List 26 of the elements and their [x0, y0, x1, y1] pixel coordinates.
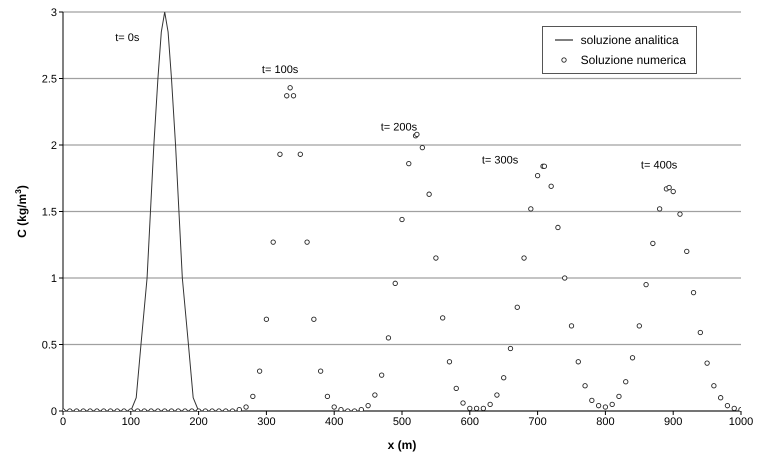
x-tick-label: 700 — [528, 416, 547, 428]
y-tick-label: 1 — [50, 272, 57, 285]
legend-label: Soluzione numerica — [580, 53, 686, 67]
x-tick-label: 600 — [460, 416, 479, 428]
y-tick-label: 2 — [50, 140, 57, 152]
x-tick-label: 0 — [60, 416, 66, 428]
y-tick-label: 0.5 — [42, 339, 57, 352]
y-tick-label: 1.5 — [42, 206, 57, 218]
annotation: t= 300s — [482, 154, 519, 166]
annotation: t= 400s — [640, 160, 678, 172]
x-tick-label: 800 — [596, 416, 615, 428]
y-tick-label: 2.5 — [42, 73, 57, 86]
x-tick-label: 1000 — [728, 416, 754, 428]
x-tick-label: 400 — [325, 416, 344, 428]
y-tick-label: 3 — [50, 6, 57, 19]
y-tick-label: 0 — [50, 406, 57, 418]
annotation: t= 100s — [262, 64, 299, 76]
x-axis-title: x (m) — [388, 438, 416, 452]
x-tick-label: 900 — [664, 416, 682, 428]
x-tick-label: 500 — [392, 416, 412, 428]
annotation: t= 200s — [380, 121, 418, 134]
x-tick-label: 200 — [189, 416, 208, 428]
x-tick-label: 100 — [122, 416, 140, 428]
annotation: t= 0s — [115, 32, 140, 44]
x-tick-label: 300 — [257, 416, 276, 428]
legend-label: soluzione analitica — [580, 33, 679, 47]
